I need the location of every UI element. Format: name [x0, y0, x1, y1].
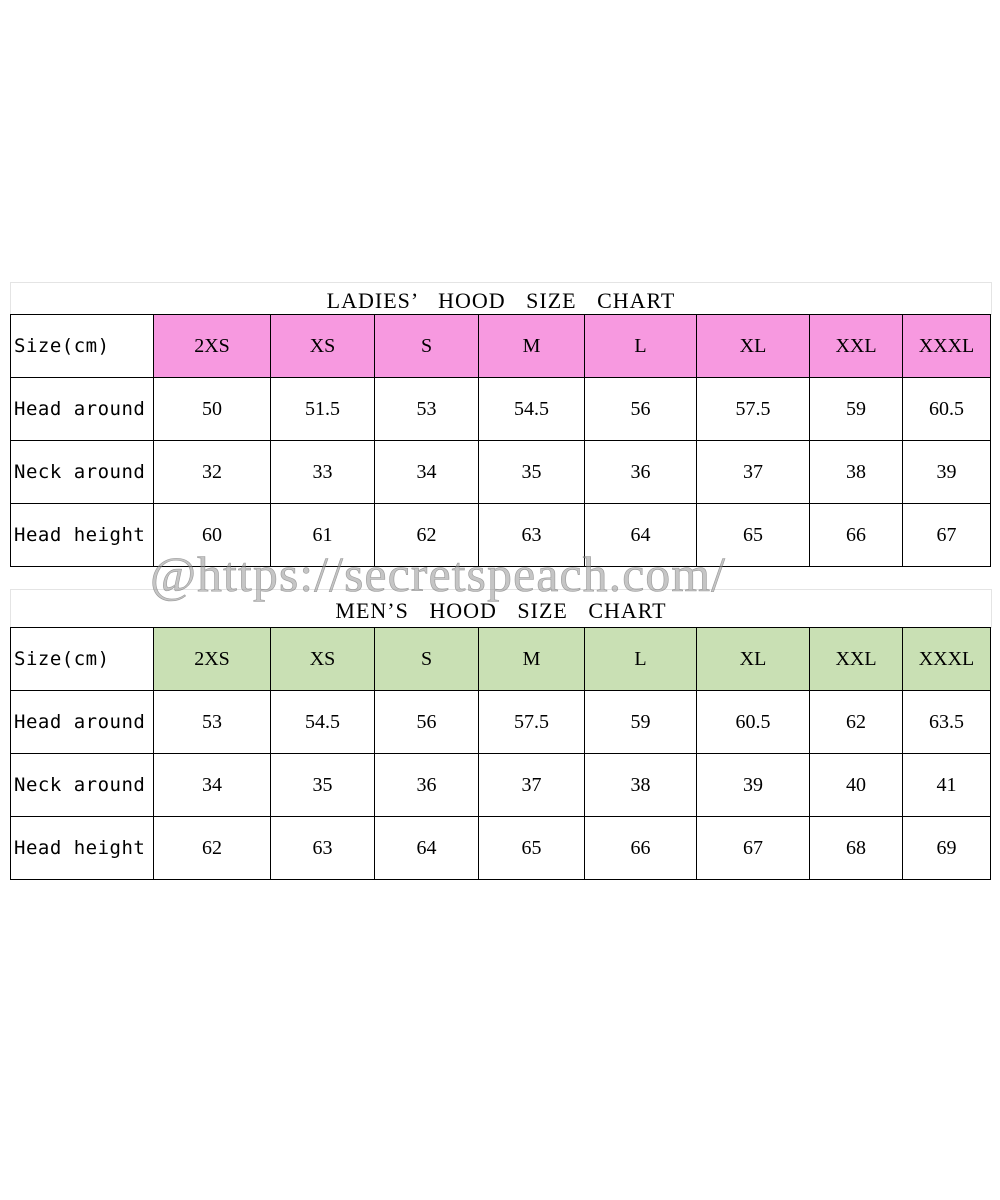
value-cell: 69	[902, 816, 991, 880]
row-label: Neck around	[10, 440, 154, 504]
header-row: Size(cm) 2XS XS S M L XL XXL XXXL	[10, 627, 991, 691]
size-header-cell: XS	[270, 627, 375, 691]
table-row: Neck around 32 33 34 35 36 37 38 39	[10, 440, 991, 504]
value-cell: 53	[374, 377, 479, 441]
value-cell: 63	[478, 503, 585, 567]
size-header-cell: XL	[696, 627, 810, 691]
size-header-cell: XXXL	[902, 627, 991, 691]
value-cell: 59	[809, 377, 903, 441]
value-cell: 36	[584, 440, 697, 504]
header-row: Size(cm) 2XS XS S M L XL XXL XXXL	[10, 314, 991, 378]
value-cell: 66	[809, 503, 903, 567]
value-cell: 61	[270, 503, 375, 567]
value-cell: 32	[153, 440, 271, 504]
size-header-cell: L	[584, 314, 697, 378]
value-cell: 57.5	[478, 690, 585, 754]
size-header-cell: XXXL	[902, 314, 991, 378]
value-cell: 67	[902, 503, 991, 567]
value-cell: 64	[584, 503, 697, 567]
row-label: Neck around	[10, 753, 154, 817]
size-header-cell: M	[478, 627, 585, 691]
value-cell: 65	[478, 816, 585, 880]
value-cell: 56	[374, 690, 479, 754]
value-cell: 51.5	[270, 377, 375, 441]
value-cell: 68	[809, 816, 903, 880]
ladies-chart-title: LADIES’ HOOD SIZE CHART	[10, 282, 992, 315]
value-cell: 63	[270, 816, 375, 880]
value-cell: 53	[153, 690, 271, 754]
size-header-cell: XL	[696, 314, 810, 378]
value-cell: 39	[696, 753, 810, 817]
value-cell: 67	[696, 816, 810, 880]
value-cell: 66	[584, 816, 697, 880]
ladies-size-table: Size(cm) 2XS XS S M L XL XXL XXXL Head around 50 51…	[10, 314, 991, 567]
value-cell: 57.5	[696, 377, 810, 441]
value-cell: 60	[153, 503, 271, 567]
value-cell: 64	[374, 816, 479, 880]
value-cell: 59	[584, 690, 697, 754]
size-label-cell: Size(cm)	[10, 314, 154, 378]
value-cell: 54.5	[478, 377, 585, 441]
value-cell: 39	[902, 440, 991, 504]
row-label: Head around	[10, 377, 154, 441]
size-header-cell: XXL	[809, 314, 903, 378]
size-header-cell: M	[478, 314, 585, 378]
value-cell: 36	[374, 753, 479, 817]
value-cell: 56	[584, 377, 697, 441]
value-cell: 33	[270, 440, 375, 504]
value-cell: 38	[809, 440, 903, 504]
value-cell: 62	[153, 816, 271, 880]
table-row: Neck around 34 35 36 37 38 39 40 41	[10, 753, 991, 817]
row-label: Head height	[10, 816, 154, 880]
value-cell: 37	[478, 753, 585, 817]
men-size-table: Size(cm) 2XS XS S M L XL XXL XXXL Head around 53 54…	[10, 627, 991, 880]
value-cell: 62	[809, 690, 903, 754]
table-row: Head around 53 54.5 56 57.5 59 60.5 62 63.5	[10, 690, 991, 754]
value-cell: 40	[809, 753, 903, 817]
value-cell: 54.5	[270, 690, 375, 754]
row-label: Head around	[10, 690, 154, 754]
table-row: Head height 60 61 62 63 64 65 66 67	[10, 503, 991, 567]
value-cell: 50	[153, 377, 271, 441]
value-cell: 34	[153, 753, 271, 817]
value-cell: 37	[696, 440, 810, 504]
value-cell: 38	[584, 753, 697, 817]
table-row: Head height 62 63 64 65 66 67 68 69	[10, 816, 991, 880]
value-cell: 34	[374, 440, 479, 504]
value-cell: 41	[902, 753, 991, 817]
table-row: Head around 50 51.5 53 54.5 56 57.5 59 60.5	[10, 377, 991, 441]
size-header-cell: S	[374, 314, 479, 378]
size-header-cell: XXL	[809, 627, 903, 691]
value-cell: 35	[478, 440, 585, 504]
row-label: Head height	[10, 503, 154, 567]
value-cell: 63.5	[902, 690, 991, 754]
value-cell: 60.5	[696, 690, 810, 754]
size-header-cell: 2XS	[153, 627, 271, 691]
size-label-cell: Size(cm)	[10, 627, 154, 691]
size-header-cell: L	[584, 627, 697, 691]
value-cell: 35	[270, 753, 375, 817]
men-chart-title: MEN’S HOOD SIZE CHART	[10, 589, 992, 628]
value-cell: 62	[374, 503, 479, 567]
size-header-cell: XS	[270, 314, 375, 378]
value-cell: 60.5	[902, 377, 991, 441]
size-header-cell: 2XS	[153, 314, 271, 378]
size-header-cell: S	[374, 627, 479, 691]
value-cell: 65	[696, 503, 810, 567]
